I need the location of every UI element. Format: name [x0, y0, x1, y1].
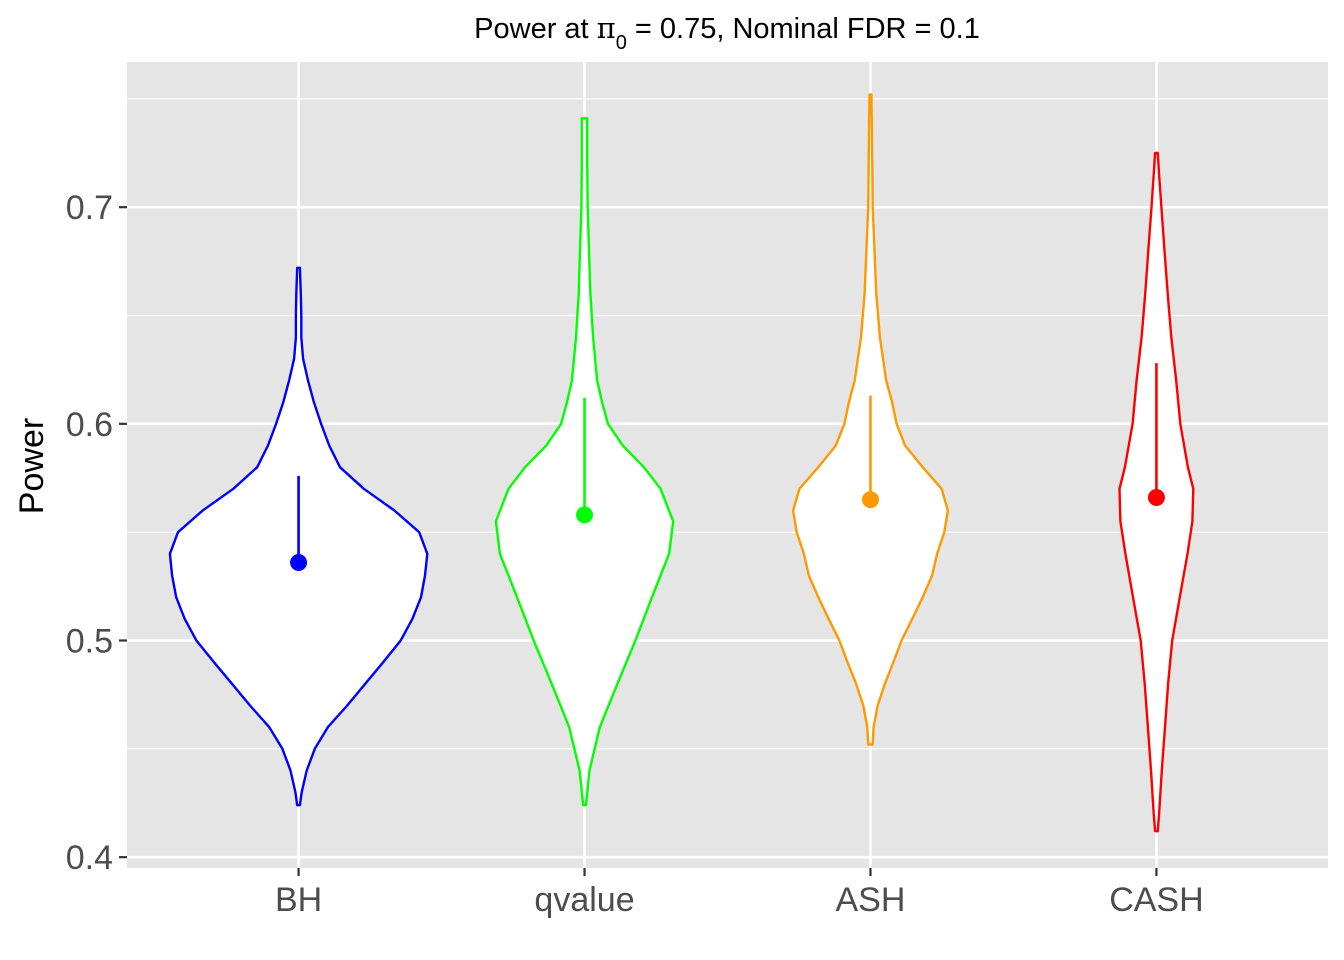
y-tick-label: 0.5	[66, 623, 113, 661]
x-tick-label: BH	[275, 881, 322, 919]
chart-title-suffix: = 0.75, Nominal FDR = 0.1	[627, 13, 980, 45]
chart-title: Power at π0 = 0.75, Nominal FDR = 0.1	[474, 11, 980, 54]
chart-title-prefix: Power at	[474, 13, 597, 45]
violins	[168, 93, 1195, 833]
y-tick-label: 0.6	[66, 406, 113, 444]
chart-title-symbol: π	[597, 11, 616, 45]
x-axis: BH qvalue ASH CASH	[275, 868, 1204, 919]
y-tick-label: 0.4	[66, 839, 113, 877]
mean-point-qvalue	[576, 506, 594, 524]
y-axis-title: Power	[13, 418, 51, 514]
y-axis: 0.4 0.5 0.6 0.7	[66, 189, 127, 877]
mean-point-ash	[861, 491, 879, 509]
mean-point-cash	[1147, 489, 1165, 506]
x-tick-label: ASH	[836, 881, 906, 919]
mean-point-bh	[290, 554, 308, 571]
x-tick-label: qvalue	[534, 881, 634, 919]
chart-title-subscript: 0	[616, 32, 627, 54]
y-tick-label: 0.7	[66, 189, 113, 227]
x-tick-label: CASH	[1109, 881, 1203, 919]
